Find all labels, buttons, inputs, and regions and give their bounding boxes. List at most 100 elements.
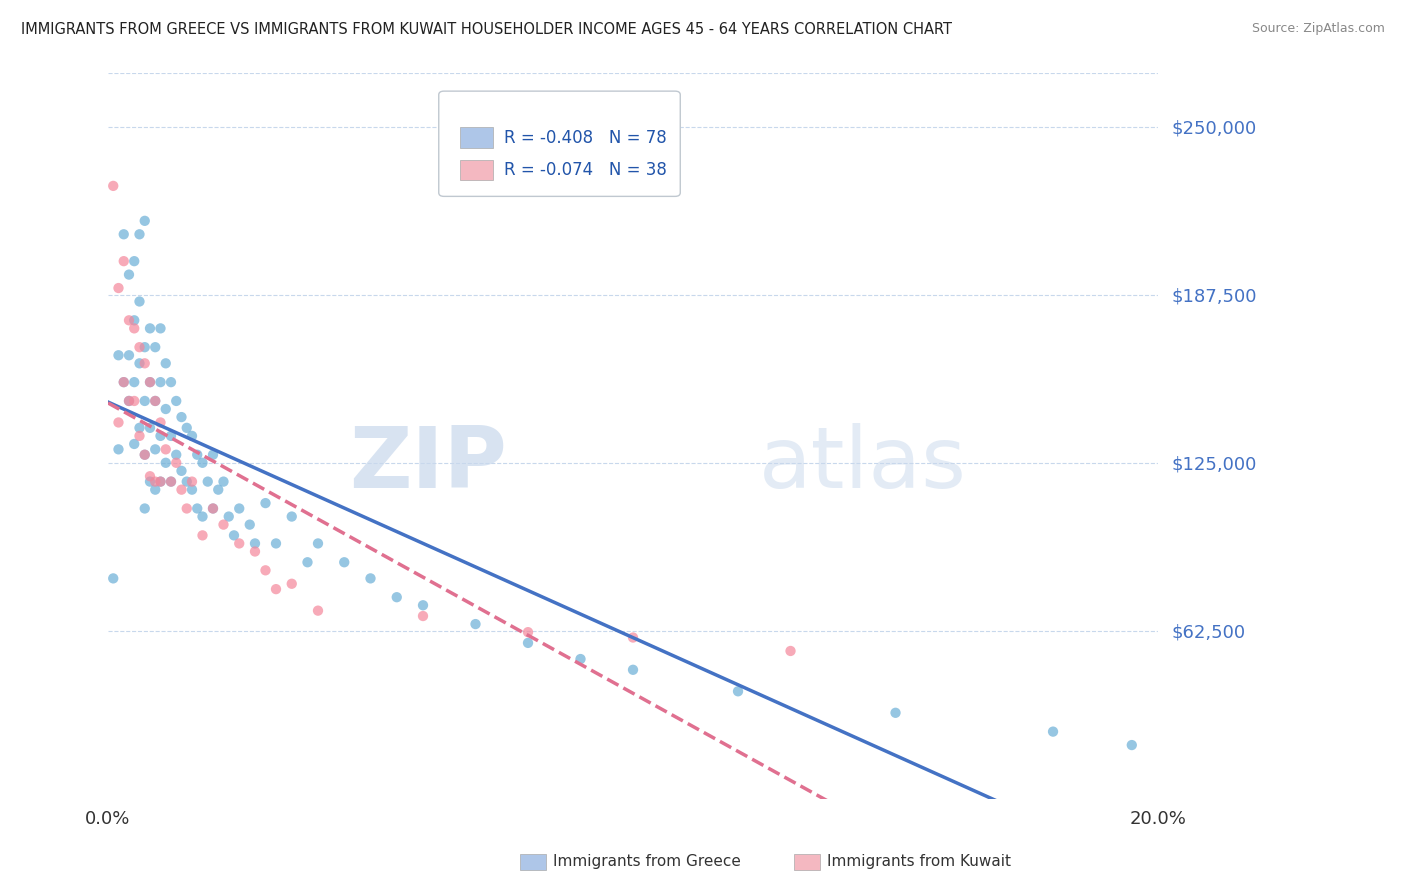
- Point: [139, 321, 162, 335]
- Point: [122, 254, 145, 268]
- Point: [143, 340, 166, 354]
- Point: [264, 536, 287, 550]
- Point: [307, 536, 329, 550]
- Point: [134, 448, 156, 462]
- Point: [181, 475, 204, 489]
- Point: [243, 536, 266, 550]
- Point: [122, 437, 145, 451]
- Point: [212, 475, 235, 489]
- Point: [134, 501, 156, 516]
- Point: [122, 375, 145, 389]
- Point: [621, 663, 644, 677]
- Point: [155, 442, 177, 457]
- Point: [118, 394, 141, 409]
- Point: [243, 544, 266, 558]
- Point: [149, 321, 172, 335]
- Point: [139, 475, 162, 489]
- Point: [779, 644, 801, 658]
- Point: [107, 348, 129, 362]
- Point: [517, 625, 540, 640]
- Point: [122, 321, 145, 335]
- Point: [1042, 724, 1064, 739]
- Text: Immigrants from Kuwait: Immigrants from Kuwait: [827, 855, 1011, 869]
- Point: [160, 375, 183, 389]
- Point: [134, 340, 156, 354]
- Point: [197, 475, 219, 489]
- Text: Immigrants from Greece: Immigrants from Greece: [553, 855, 741, 869]
- Point: [160, 475, 183, 489]
- Point: [281, 576, 304, 591]
- Point: [122, 394, 145, 409]
- Point: [165, 394, 187, 409]
- Point: [170, 410, 193, 425]
- Point: [118, 348, 141, 362]
- Point: [165, 456, 187, 470]
- Point: [128, 227, 150, 242]
- Point: [181, 483, 204, 497]
- Point: [1121, 738, 1143, 752]
- Point: [333, 555, 356, 569]
- Point: [107, 281, 129, 295]
- Point: [128, 356, 150, 370]
- Point: [143, 442, 166, 457]
- Point: [181, 429, 204, 443]
- Point: [307, 604, 329, 618]
- Point: [176, 421, 198, 435]
- Point: [228, 501, 250, 516]
- Point: [228, 536, 250, 550]
- Point: [170, 464, 193, 478]
- Point: [160, 475, 183, 489]
- Point: [128, 421, 150, 435]
- Point: [139, 375, 162, 389]
- Point: [143, 483, 166, 497]
- Point: [412, 609, 434, 624]
- Point: [176, 475, 198, 489]
- Point: [264, 582, 287, 596]
- Point: [464, 617, 486, 632]
- Point: [134, 394, 156, 409]
- Point: [112, 227, 135, 242]
- Point: [212, 517, 235, 532]
- Point: [155, 456, 177, 470]
- Text: atlas: atlas: [759, 424, 967, 507]
- Point: [191, 509, 214, 524]
- Point: [222, 528, 245, 542]
- Point: [517, 636, 540, 650]
- Text: R = -0.408   N = 78: R = -0.408 N = 78: [503, 128, 666, 146]
- Point: [218, 509, 240, 524]
- Point: [254, 563, 277, 577]
- Point: [160, 429, 183, 443]
- Point: [191, 528, 214, 542]
- Point: [155, 356, 177, 370]
- Point: [149, 416, 172, 430]
- Point: [128, 294, 150, 309]
- Point: [118, 268, 141, 282]
- Point: [139, 421, 162, 435]
- Point: [128, 340, 150, 354]
- Text: Source: ZipAtlas.com: Source: ZipAtlas.com: [1251, 22, 1385, 36]
- Point: [139, 469, 162, 483]
- Point: [191, 456, 214, 470]
- Point: [143, 394, 166, 409]
- Point: [281, 509, 304, 524]
- Point: [134, 214, 156, 228]
- Point: [201, 448, 224, 462]
- Point: [122, 313, 145, 327]
- Point: [170, 483, 193, 497]
- Point: [385, 591, 408, 605]
- Point: [727, 684, 749, 698]
- Text: IMMIGRANTS FROM GREECE VS IMMIGRANTS FROM KUWAIT HOUSEHOLDER INCOME AGES 45 - 64: IMMIGRANTS FROM GREECE VS IMMIGRANTS FRO…: [21, 22, 952, 37]
- Point: [149, 375, 172, 389]
- Point: [201, 501, 224, 516]
- Point: [412, 599, 434, 613]
- Point: [569, 652, 592, 666]
- Point: [360, 571, 382, 585]
- Point: [103, 571, 125, 585]
- Point: [107, 416, 129, 430]
- Point: [112, 375, 135, 389]
- Point: [165, 448, 187, 462]
- Point: [143, 475, 166, 489]
- Point: [254, 496, 277, 510]
- Point: [149, 429, 172, 443]
- Point: [134, 448, 156, 462]
